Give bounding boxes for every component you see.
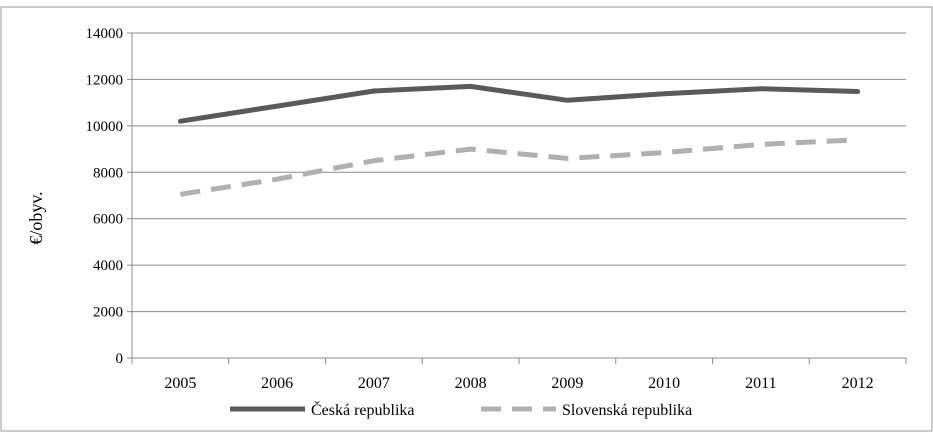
legend-label-2: Slovenská republika xyxy=(562,402,692,419)
x-tick-label: 2006 xyxy=(261,375,293,392)
x-tick-label: 2009 xyxy=(551,375,583,392)
x-tick-label: 2007 xyxy=(358,375,390,392)
x-tick-label: 2005 xyxy=(164,375,196,392)
x-tick-label: 2011 xyxy=(745,375,776,392)
x-tick-label: 2012 xyxy=(842,375,874,392)
x-tick-label: 2008 xyxy=(455,375,487,392)
y-tick-label: 8000 xyxy=(93,165,123,181)
y-axis-label: €/obyv. xyxy=(26,191,46,244)
y-tick-label: 14000 xyxy=(86,26,124,42)
legend-label-1: Česká republika xyxy=(311,400,415,419)
y-tick-label: 2000 xyxy=(93,305,123,321)
y-tick-label: 12000 xyxy=(86,72,124,88)
x-tick-label: 2010 xyxy=(648,375,680,392)
y-tick-label: 4000 xyxy=(93,258,123,274)
y-tick-label: 10000 xyxy=(86,119,124,135)
y-tick-label: 6000 xyxy=(93,212,123,228)
y-tick-label: 0 xyxy=(116,351,124,367)
